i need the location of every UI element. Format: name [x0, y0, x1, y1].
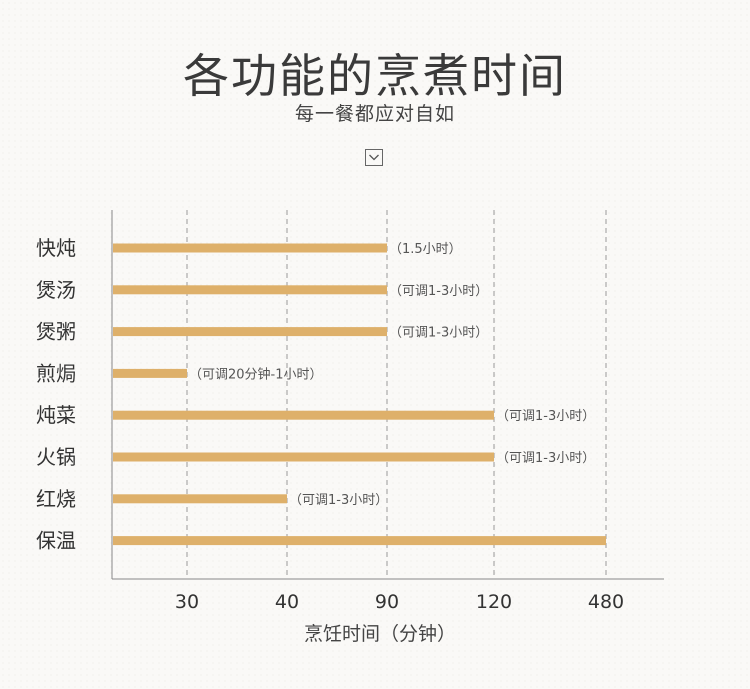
x-tick-label: 90: [375, 591, 399, 613]
bar-annotation: （可调1-3小时）: [389, 284, 488, 299]
bar-annotation: （1.5小时）: [389, 242, 462, 257]
bar: [113, 410, 494, 420]
bar-annotation: （可调20分钟-1小时）: [189, 366, 323, 382]
category-label: 炖菜: [36, 403, 76, 427]
bar: [113, 285, 387, 295]
axes: [111, 210, 664, 580]
x-axis-label: 烹饪时间（分钟）: [304, 623, 456, 645]
x-tick-label: 480: [588, 591, 624, 613]
page-subtitle: 每一餐都应对自如: [294, 103, 455, 125]
category-label: 保温: [36, 529, 76, 553]
category-label: 快炖: [36, 236, 76, 260]
grid-lines: [186, 210, 607, 579]
chevron-down-icon: [365, 149, 383, 166]
bar-annotation: （可调1-3小时）: [496, 451, 595, 466]
bar-annotation: （可调1-3小时）: [496, 409, 595, 424]
bar-annotation: （可调1-3小时）: [389, 326, 488, 341]
bar: [113, 327, 387, 337]
bar: [113, 536, 606, 546]
page-title: 各功能的烹煮时间: [183, 49, 567, 103]
bar: [113, 368, 187, 378]
x-tick-label: 40: [275, 591, 299, 613]
bar-annotations: （1.5小时） （可调1-3小时） （可调1-3小时） （可调20分钟-1小时） （可调…: [189, 242, 595, 508]
bar: [113, 452, 494, 462]
x-tick-label: 120: [476, 591, 512, 613]
x-tick-label: 30: [175, 591, 199, 613]
x-tick-labels: 30 40 90 120 480: [175, 591, 624, 613]
category-label: 煲汤: [36, 278, 76, 302]
bar: [113, 243, 387, 253]
category-label: 煲粥: [36, 320, 76, 344]
category-label: 红烧: [36, 487, 76, 511]
bar: [113, 494, 287, 504]
bar-annotation: （可调1-3小时）: [289, 493, 388, 508]
bars: [113, 243, 606, 546]
category-label: 火锅: [36, 445, 76, 469]
category-label: 煎焗: [36, 361, 76, 385]
